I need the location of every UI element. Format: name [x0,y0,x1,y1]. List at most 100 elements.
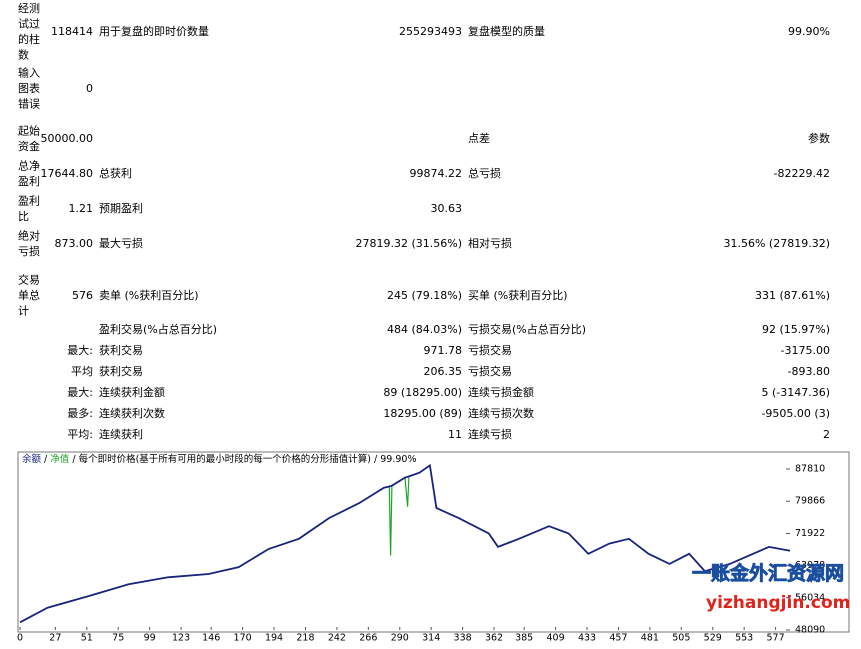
x-tick-label: 99 [144,633,156,644]
separator: / [374,454,378,465]
separator: / [72,454,76,465]
row-value: 2 [823,428,830,441]
row-value: -9505.00 (3) [761,407,830,420]
row-label: 亏损交易 [468,364,512,378]
x-tick-label: 0 [17,633,23,644]
row-label: 连续获利 [99,427,143,441]
row-label: 绝对亏损 [18,228,40,258]
x-tick-label: 266 [359,633,377,644]
watermark-title: 一账金外汇资源网 [692,562,844,585]
row-label: 经测试过的柱数 [18,2,40,62]
row-sublabel: 最大: [67,385,93,399]
row-value: 99874.22 [410,167,463,180]
row-value: 92 (15.97%) [762,323,830,336]
x-tick-label: 338 [454,633,472,644]
x-tick-label: 505 [672,633,690,644]
row-label: 相对亏损 [468,236,512,250]
row-sublabel: 最多: [67,406,93,420]
chart-header: 余额 / 净值 / 每个即时价格(基于所有可用的最小时段的每一个价格的分形插值计… [22,453,416,465]
row-label: 卖单 (%获利百分比) [99,289,199,302]
row-value: 99.90% [788,25,830,38]
row-label: 用于复盘的即时价数量 [99,24,209,38]
row-value: -82229.42 [774,167,830,180]
row-label: 获利交易 [99,343,143,357]
row-label: 起始资金 [18,123,40,153]
x-tick-label: 146 [202,633,220,644]
row-label: 复盘模型的质量 [468,24,545,38]
row-sublabel: 平均 [71,365,93,378]
row-label: 连续获利金额 [99,385,165,399]
x-tick-label: 385 [515,633,533,644]
row-value: 11 [448,428,462,441]
x-tick-label: 27 [49,633,61,644]
y-tick-label: 56034 [795,592,825,603]
row-label: 总获利 [99,166,132,180]
y-tick-label: 71922 [795,528,825,539]
x-tick-label: 218 [296,633,314,644]
y-tick-label: 79866 [795,496,825,507]
row-value: 31.56% (27819.32) [723,237,830,250]
x-tick-label: 290 [391,633,409,644]
chart-frame [17,451,850,633]
row-label: 预期盈利 [99,202,143,215]
row-value: 245 (79.18%) [387,289,462,302]
row-sublabel: 平均: [67,428,93,441]
series-line [19,463,791,624]
x-tick-label: 242 [328,633,346,644]
row-value: 873.00 [55,237,94,250]
row-label: 连续亏损金额 [468,385,534,399]
y-tick-label: 63978 [795,560,825,571]
row-value: 576 [72,289,93,302]
row-label: 亏损交易 [468,343,512,357]
row-value: 331 (87.61%) [755,289,830,302]
quality: 99.90% [380,454,416,465]
row-label: 连续获利次数 [99,406,165,420]
row-value: 50000.00 [41,132,94,145]
row-label: 交易单总计 [18,273,40,318]
x-tick-label: 123 [172,633,190,644]
row-value: 255293493 [399,25,462,38]
row-label: 亏损交易(%占总百分比) [468,322,586,336]
row-value: 971.78 [424,344,463,357]
row-sublabel: 最大: [67,343,93,357]
watermark-url: yizhangjin.com [706,593,850,613]
row-label: 最大亏损 [99,236,143,250]
chart-subtitle: 每个即时价格(基于所有可用的最小时段的每一个价格的分形插值计算) [79,453,371,465]
x-tick-label: 529 [704,633,722,644]
row-value: 118414 [51,25,93,38]
row-label: 盈利交易(%占总百分比) [99,322,217,336]
x-tick-label: 457 [609,633,627,644]
x-tick-label: 75 [112,633,124,644]
row-label: 总净盈利 [18,158,40,188]
row-value: 0 [86,82,93,95]
row-label: 总亏损 [468,166,501,180]
row-label: 点差 [468,131,490,145]
legend-entry: 净值 [50,453,70,465]
x-tick-label: 577 [767,633,785,644]
row-label: 获利交易 [99,364,143,378]
x-tick-label: 362 [485,633,503,644]
x-tick-label: 51 [81,633,93,644]
y-tick-label: 87810 [795,464,825,475]
x-tick-label: 433 [578,633,596,644]
row-label: 盈利比 [18,194,40,223]
row-label: 买单 (%获利百分比) [468,289,568,302]
x-tick-label: 481 [641,633,659,644]
row-value: 27819.32 (31.56%) [355,237,462,250]
y-tick-label: 48090 [795,625,825,636]
row-value: 30.63 [431,202,463,215]
x-tick-label: 314 [422,633,440,644]
row-label: 连续亏损次数 [468,406,534,420]
x-tick-label: 409 [547,633,565,644]
row-value: 18295.00 (89) [383,407,462,420]
row-value: 5 (-3147.36) [761,386,830,399]
x-tick-label: 170 [234,633,252,644]
row-value: 17644.80 [41,167,94,180]
legend-entry: 余额 [22,453,42,465]
row-value: -3175.00 [781,344,830,357]
row-label: 输入图表错误 [18,66,40,111]
separator: / [44,454,48,465]
x-tick-label: 553 [735,633,753,644]
x-tick-label: 194 [265,633,283,644]
